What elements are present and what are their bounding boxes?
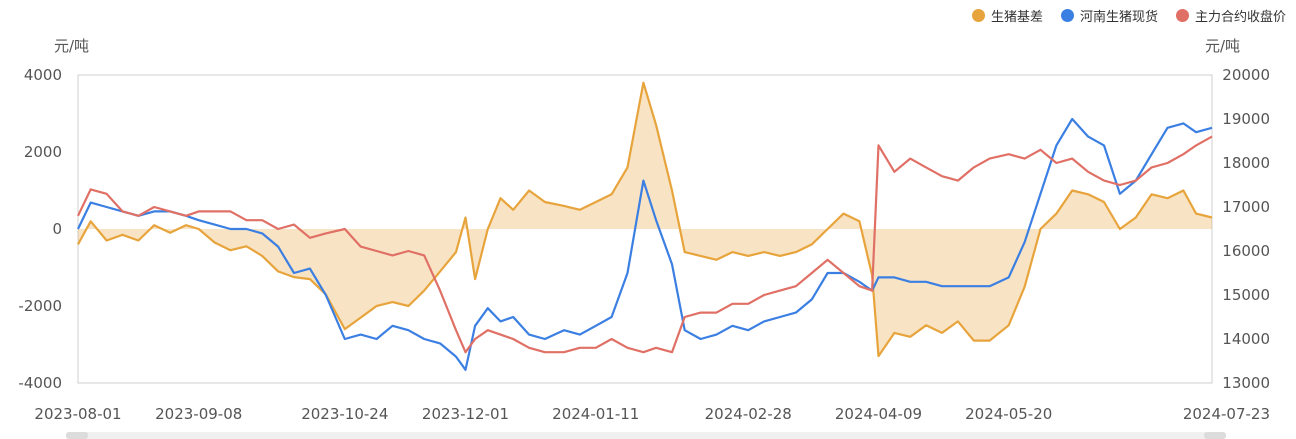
right-axis-unit: 元/吨 [1205,37,1240,55]
left-tick-label: 4000 [24,66,62,84]
right-tick-label: 20000 [1222,66,1270,84]
x-tick-label: 2024-01-11 [552,405,639,423]
left-tick-label: 0 [52,220,62,238]
legend-dot-icon [1175,9,1189,22]
right-tick-label: 18000 [1222,154,1270,172]
legend-label: 生猪基差 [990,10,1043,25]
right-tick-label: 14000 [1222,330,1270,348]
legend-label: 主力合约收盘价 [1194,10,1286,25]
basis-fill-layer [78,82,1212,357]
x-tick-label: 2023-09-08 [155,405,242,423]
scrollbar-left-handle[interactable] [66,432,88,439]
horizontal-scrollbar[interactable] [66,432,1226,439]
right-tick-label: 16000 [1222,242,1270,260]
left-tick-label: 2000 [24,143,62,161]
legend-dot-icon [971,9,985,22]
legend-label: 河南生猪现货 [1079,10,1158,25]
x-tick-label: 2024-07-23 [1183,405,1270,423]
legend-dot-icon [1060,9,1074,22]
right-tick-label: 17000 [1222,198,1270,216]
right-tick-label: 13000 [1222,374,1270,392]
legend-item-2[interactable]: 主力合约收盘价 [1175,6,1286,25]
left-tick-label: -4000 [18,374,62,392]
legend-item-0[interactable]: 生猪基差 [971,6,1043,25]
scrollbar-right-handle[interactable] [1204,432,1226,439]
chart-legend: 生猪基差 河南生猪现货 主力合约收盘价 [971,6,1286,25]
x-tick-label: 2024-02-28 [705,405,792,423]
right-tick-label: 19000 [1222,110,1270,128]
left-axis-unit: 元/吨 [54,37,89,55]
x-tick-label: 2023-08-01 [34,405,121,423]
x-tick-label: 2024-05-20 [965,405,1052,423]
right-tick-label: 15000 [1222,286,1270,304]
left-tick-label: -2000 [18,297,62,315]
legend-item-1[interactable]: 河南生猪现货 [1060,6,1158,25]
series-lines-layer [77,81,1213,371]
axis-layer: -4000 -2000 0 2000 4000 13000 14000 15000 16000 1… [18,66,1270,423]
x-tick-label: 2024-04-09 [835,405,922,423]
x-tick-label: 2023-12-01 [422,405,509,423]
series-line-2 [77,135,1213,354]
series-line-0 [77,81,1213,358]
x-tick-label: 2023-10-24 [301,405,388,423]
series-line-1 [77,117,1213,371]
series-area-0 [78,82,1212,357]
